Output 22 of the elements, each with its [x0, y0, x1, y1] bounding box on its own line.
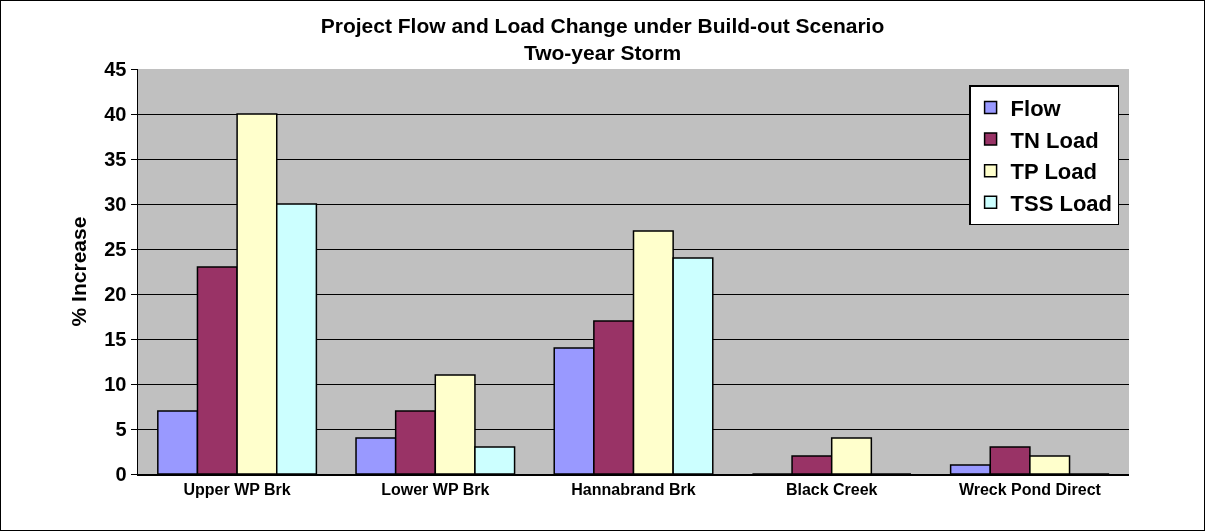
y-tick-label: 35 — [104, 148, 127, 170]
x-tick-label: Wreck Pond Direct — [958, 480, 1102, 498]
x-tick-label: Black Creek — [785, 480, 878, 498]
legend-label: TN Load — [1010, 127, 1099, 153]
y-tick-label: 20 — [104, 283, 127, 305]
y-tick-label: 0 — [115, 463, 127, 485]
chart-title: Project Flow and Load Change under Build-out Scenario — [320, 13, 885, 37]
y-tick-label: 45 — [104, 58, 127, 80]
y-tick-label: 30 — [104, 193, 127, 215]
x-tick-label: Lower WP Brk — [381, 480, 490, 498]
legend-label: Flow — [1010, 96, 1062, 122]
y-tick-label: 5 — [115, 418, 127, 440]
legend-label: TP Load — [1010, 159, 1097, 185]
y-tick-label: 25 — [104, 238, 127, 260]
y-tick-label: 40 — [104, 103, 127, 125]
legend-label: TSS Load — [1010, 190, 1113, 216]
y-tick-label: 15 — [104, 328, 127, 350]
y-tick-label: 10 — [104, 373, 127, 395]
x-tick-label: Hannabrand Brk — [571, 480, 696, 498]
y-axis-title: % Increase — [66, 216, 90, 327]
chart-subtitle: Two-year Storm — [523, 41, 682, 65]
x-tick-label: Upper WP Brk — [183, 480, 291, 498]
